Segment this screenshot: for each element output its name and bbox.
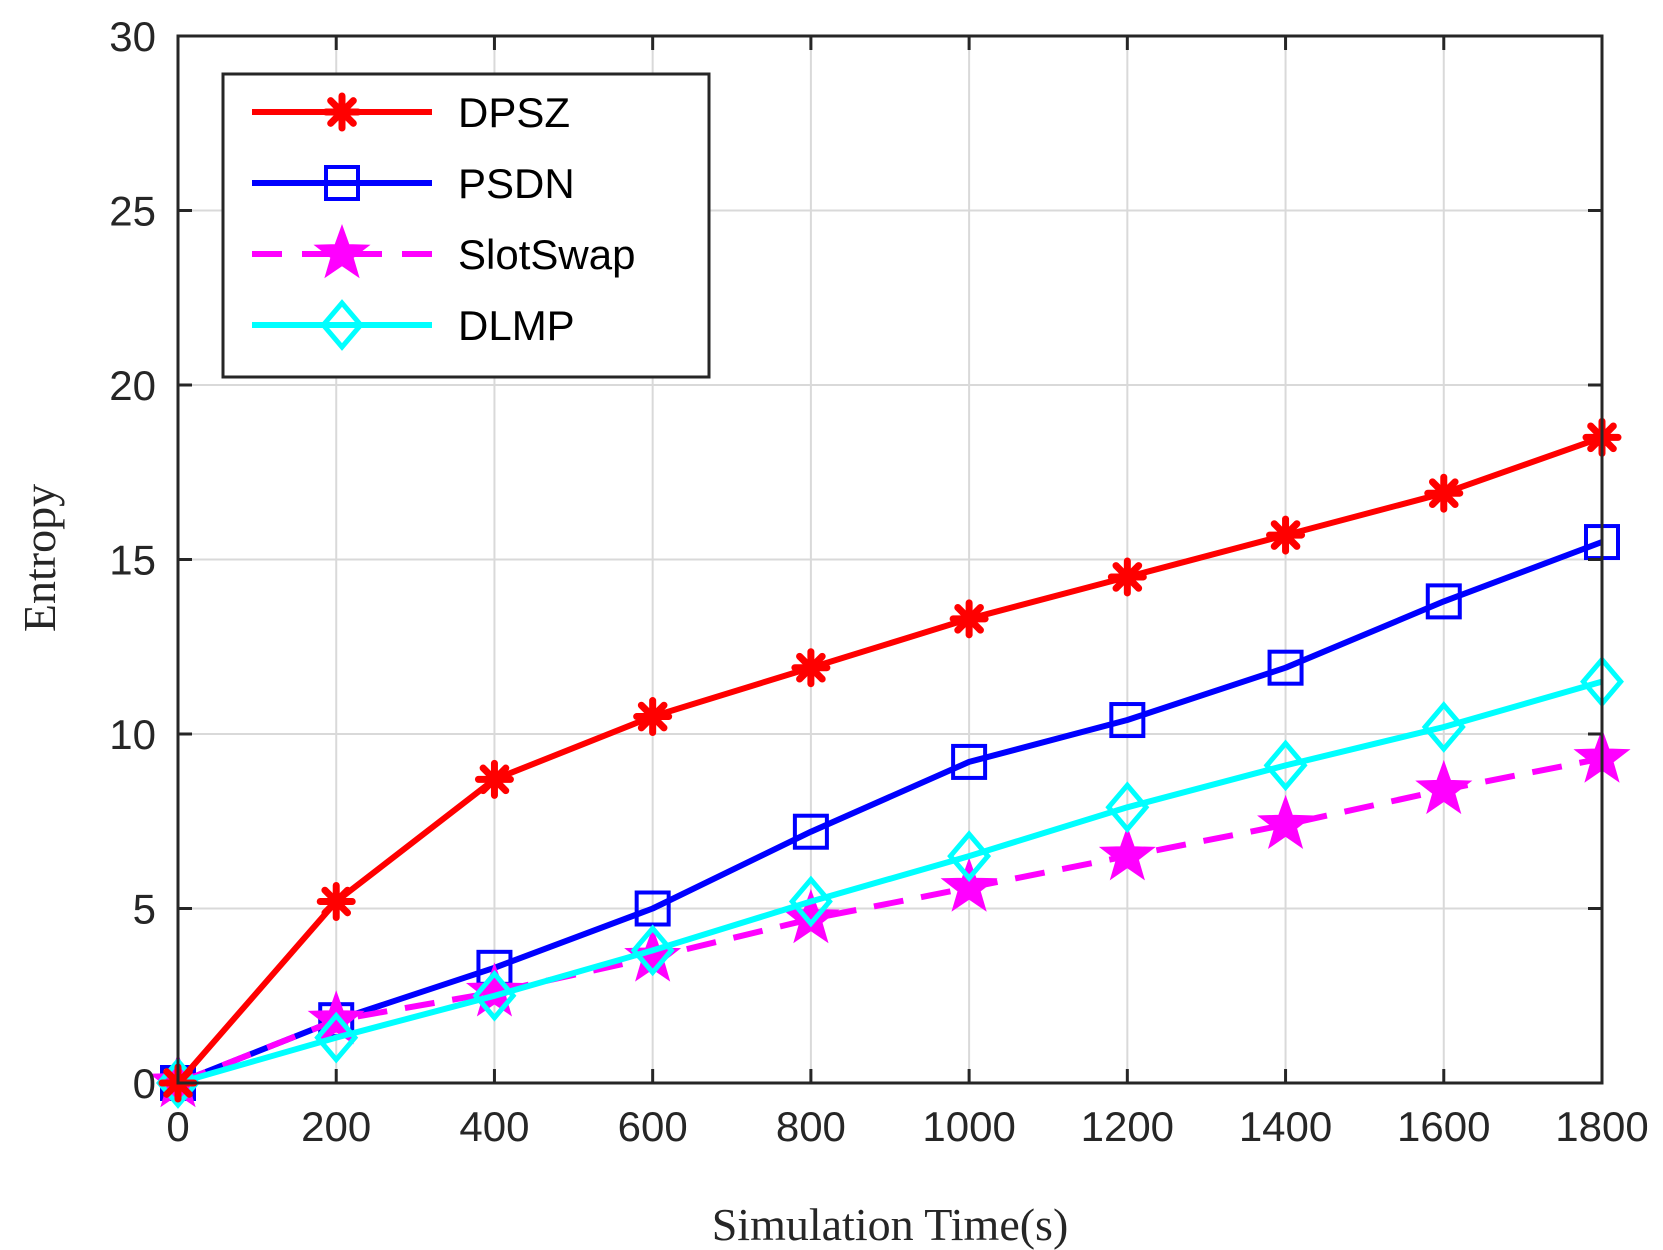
series-point: [630, 924, 675, 977]
series-point: [947, 830, 992, 883]
legend-label: SlotSwap: [458, 231, 635, 278]
y-tick-label: 5: [133, 886, 156, 933]
asterisk-stroke: [637, 701, 668, 732]
series-point: [940, 857, 998, 912]
series-point: [314, 1011, 359, 1064]
series-point: [1421, 701, 1466, 753]
series-point: [474, 759, 514, 799]
x-tick-label: 600: [618, 1103, 688, 1150]
y-tick-label: 25: [109, 188, 156, 235]
x-axis-ticks: 0 200 400 600 800 1000 1200 1400 1600 1800: [166, 36, 1649, 1150]
asterisk-stroke: [1112, 562, 1143, 592]
x-tick-label: 200: [301, 1103, 371, 1150]
legend-label: PSDN: [458, 160, 575, 207]
series-point: [634, 890, 671, 927]
y-tick-label: 30: [109, 13, 156, 60]
asterisk-stroke: [327, 97, 357, 127]
series-line: [176, 539, 1604, 1086]
asterisk-stroke: [1428, 478, 1459, 509]
series-point: [633, 697, 673, 737]
y-axis-ticks: 0 5 10 15 20 25 30: [109, 13, 1602, 1107]
series-dlmp: [156, 655, 1624, 1109]
x-tick-label: 1200: [1081, 1103, 1174, 1150]
x-tick-label: 400: [459, 1103, 529, 1150]
series-point: [1105, 781, 1150, 834]
series-point: [788, 875, 833, 928]
series-point: [1109, 702, 1146, 739]
series-point: [1263, 739, 1308, 792]
x-tick-label: 1000: [922, 1103, 1015, 1150]
series-point: [1266, 515, 1306, 555]
y-tick-label: 15: [109, 537, 156, 584]
series-point: [791, 648, 831, 688]
series-line: [176, 755, 1603, 1086]
series-point: [951, 743, 988, 780]
series-point: [313, 224, 371, 279]
series-point: [949, 599, 989, 639]
legend-item-slotswap: SlotSwap: [252, 224, 635, 279]
legend-label: DPSZ: [458, 89, 570, 136]
asterisk-stroke: [796, 652, 826, 683]
x-tick-label: 1600: [1397, 1103, 1490, 1150]
x-axis-title: Simulation Time(s): [712, 1199, 1069, 1250]
series-point: [1424, 473, 1464, 513]
series-point: [792, 813, 829, 850]
y-axis-title: Entropy: [14, 484, 65, 632]
y-tick-label: 0: [133, 1060, 156, 1107]
series-point: [316, 882, 356, 922]
x-tick-label: 1400: [1239, 1103, 1332, 1150]
series-line: [175, 434, 1603, 1085]
y-tick-label: 20: [109, 362, 156, 409]
series-point: [1107, 557, 1147, 597]
series-point: [1267, 649, 1304, 686]
series-point: [324, 165, 360, 201]
series-point: [1425, 583, 1462, 620]
series-point: [472, 969, 517, 1022]
legend-item-dpsz: DPSZ: [252, 89, 570, 136]
asterisk-stroke: [479, 764, 510, 795]
x-tick-label: 800: [776, 1103, 846, 1150]
series-point: [1098, 826, 1156, 881]
legend-item-dlmp: DLMP: [252, 299, 575, 351]
series-point: [1415, 759, 1473, 815]
asterisk-stroke: [321, 886, 352, 917]
series-point: [156, 1057, 200, 1109]
asterisk-stroke: [954, 604, 984, 634]
y-tick-label: 10: [109, 711, 156, 758]
legend-item-psdn: PSDN: [252, 160, 575, 207]
series-point: [1257, 794, 1315, 850]
series-point: [465, 962, 523, 1017]
x-tick-label: 0: [166, 1103, 189, 1150]
series-line: [177, 678, 1603, 1086]
asterisk-stroke: [1270, 520, 1301, 550]
series-point: [322, 92, 362, 132]
legend-label: DLMP: [458, 302, 575, 349]
legend: DPSZ PSDN SlotSwap DLMP: [221, 72, 711, 379]
series-point: [320, 299, 364, 351]
x-tick-label: 1800: [1555, 1103, 1648, 1150]
